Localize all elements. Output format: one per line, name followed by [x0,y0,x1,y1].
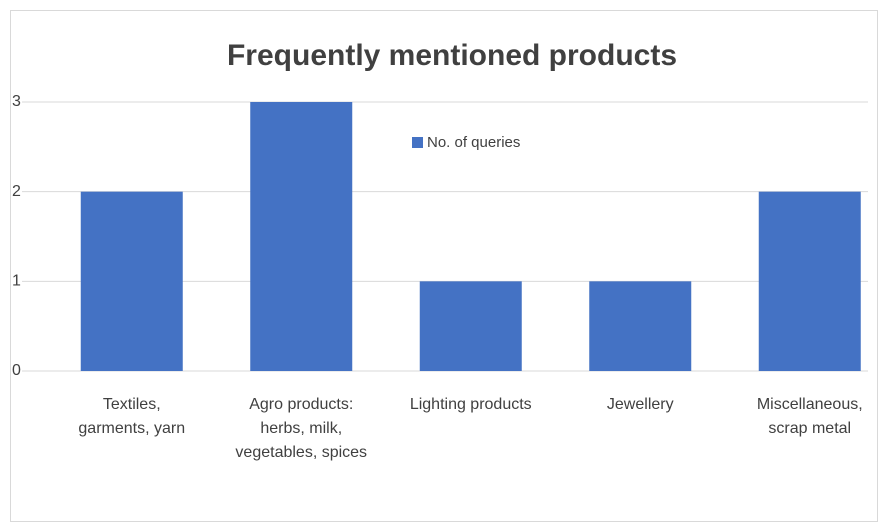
legend-label: No. of queries [427,134,520,151]
bar [589,281,692,371]
y-tick-label: 1 [12,273,21,290]
bar [419,281,522,371]
x-tick-label: Jewellery [606,396,674,413]
y-tick-label: 3 [12,93,21,110]
x-tick-label: Agro products: herbs, milk, vegetables, … [235,396,368,461]
y-tick-label: 0 [12,362,21,379]
bar [250,102,353,371]
x-tick-label: Miscellaneous, scrap metal [756,396,863,437]
y-tick-label: 2 [12,183,21,200]
x-tick-label: Lighting products [409,396,532,413]
chart-title: Frequently mentioned products [227,39,677,72]
x-tick-label: Textiles, garments, yarn [78,396,186,437]
bar [80,191,183,371]
bar [758,191,861,371]
legend-swatch [412,137,423,148]
